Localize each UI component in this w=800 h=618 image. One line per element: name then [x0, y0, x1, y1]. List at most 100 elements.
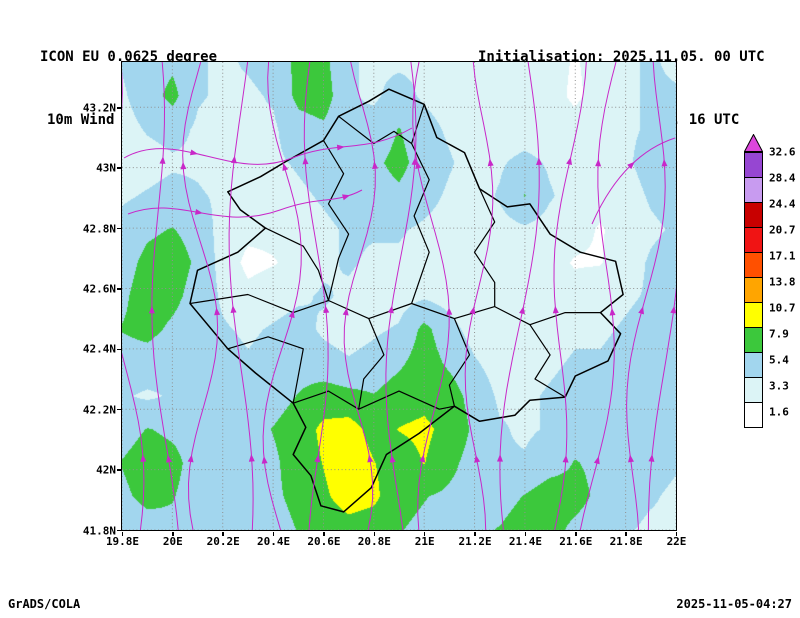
y-tick-mark: [117, 529, 121, 532]
streamline: [127, 189, 363, 218]
x-tick-label: 19.8E: [105, 535, 140, 548]
streamline-arrow-icon: [496, 454, 503, 462]
streamline: [579, 62, 617, 530]
x-tick-label: 22E: [666, 535, 687, 548]
district-boundary: [322, 140, 350, 301]
streamline-arrow-icon: [214, 307, 221, 316]
y-tick-mark: [117, 227, 121, 230]
colorbar-level-label: 13.8: [769, 275, 796, 289]
y-tick-label: 43.2N: [82, 101, 116, 115]
colorbar-segment: [744, 277, 763, 303]
y-tick-mark: [117, 348, 121, 351]
streamline-arrow-icon: [367, 454, 374, 463]
x-tick-mark: [625, 532, 627, 536]
streamline: [303, 62, 329, 530]
y-tick-label: 42N: [96, 463, 116, 477]
streamline: [182, 62, 219, 530]
streamline-arrow-icon: [194, 208, 203, 215]
streamline-arrows: [140, 144, 676, 465]
colorbar-arrow-icon: [744, 134, 763, 152]
colorbar-level-label: 3.3: [769, 379, 789, 393]
streamline-arrow-icon: [469, 306, 476, 315]
streamline: [228, 62, 254, 530]
streamline-arrow-icon: [140, 454, 147, 462]
map-overlay: [122, 62, 676, 530]
y-tick-mark: [117, 469, 121, 471]
streamline-arrow-icon: [230, 155, 237, 164]
colorbar: 32.6 28.4 24.4 20.7 17.1 13.8 10.7 7.9 5.4 3.3 1.6: [744, 134, 800, 464]
creation-timestamp: 2025-11-05-04:27: [676, 597, 792, 611]
streamline-arrow-icon: [189, 149, 198, 156]
colorbar-segment: [744, 177, 763, 203]
streamline-arrow-icon: [419, 454, 426, 463]
y-tick-label: 42.8N: [82, 222, 116, 236]
streamline-arrow-icon: [230, 305, 237, 314]
streamline-arrow-icon: [342, 194, 351, 201]
x-tick-label: 20.6E: [307, 535, 341, 548]
streamline-arrow-icon: [562, 454, 569, 463]
colorbar-level-label: 7.9: [769, 327, 789, 341]
streamline-arrow-icon: [628, 454, 634, 463]
colorbar-segment: [744, 352, 763, 378]
streamline-arrow-icon: [566, 157, 572, 166]
streamline-arrow-icon: [536, 157, 543, 165]
colorbar-level-label: 10.7: [769, 301, 796, 315]
streamline-arrow-icon: [187, 454, 194, 463]
colorbar-segment: [744, 252, 763, 278]
streamline-arrow-icon: [474, 454, 481, 463]
streamline-arrow-icon: [609, 307, 616, 316]
district-boundary: [265, 227, 330, 301]
streamline: [151, 62, 179, 530]
streamline-arrow-icon: [552, 305, 559, 314]
colorbar-level-label: 1.6: [769, 405, 789, 419]
x-tick-label: 20E: [162, 535, 183, 548]
x-tick-mark: [323, 532, 325, 536]
streamline-arrow-icon: [148, 305, 155, 314]
streamline-arrow-icon: [342, 307, 349, 316]
district-boundary: [448, 318, 471, 407]
streamline-arrow-icon: [180, 161, 187, 170]
district-boundary: [227, 336, 304, 404]
y-tick-mark: [117, 408, 121, 411]
streamline-arrow-icon: [661, 158, 668, 167]
streamline-arrow-icon: [519, 306, 525, 315]
x-tick-mark: [222, 532, 224, 536]
x-tick-label: 20.8E: [357, 535, 391, 548]
streamlines-layer: [122, 62, 676, 530]
y-tick-mark: [117, 107, 121, 109]
district-boundary: [529, 324, 566, 398]
streamline-arrow-icon: [411, 157, 418, 166]
streamline-arrow-icon: [627, 161, 635, 170]
streamline: [122, 69, 145, 530]
colorbar-level-label: 32.6: [769, 145, 796, 159]
streamline: [591, 137, 676, 225]
streamline: [412, 62, 450, 530]
streamline: [385, 62, 417, 530]
streamline: [464, 62, 494, 530]
streamline-arrow-icon: [387, 305, 394, 314]
streamline-arrow-icon: [595, 158, 602, 167]
colorbar-level-label: 17.1: [769, 249, 796, 263]
district-boundary: [338, 115, 412, 145]
streamline: [123, 127, 413, 165]
colorbar-segment: [744, 302, 763, 328]
x-tick-mark: [575, 532, 577, 536]
x-tick-mark: [373, 532, 376, 536]
x-tick-label: 21.4E: [508, 535, 542, 548]
y-tick-mark: [117, 167, 121, 169]
streamline-arrow-icon: [314, 454, 321, 463]
colorbar-segment: [744, 327, 763, 353]
colorbar-level-label: 28.4: [769, 171, 796, 185]
streamline-arrow-icon: [372, 161, 379, 170]
x-tick-mark: [121, 532, 124, 536]
map-plot-area: [121, 61, 677, 531]
x-tick-label: 21.8E: [609, 535, 643, 548]
streamline-arrow-icon: [323, 305, 330, 314]
x-tick-label: 20.4E: [257, 535, 291, 548]
streamline-arrow-icon: [159, 156, 166, 164]
streamline-arrow-icon: [288, 310, 295, 319]
colorbar-level-label: 24.4: [769, 197, 796, 211]
streamline-arrow-icon: [166, 454, 172, 463]
colorbar-level-label: 20.7: [769, 223, 796, 237]
